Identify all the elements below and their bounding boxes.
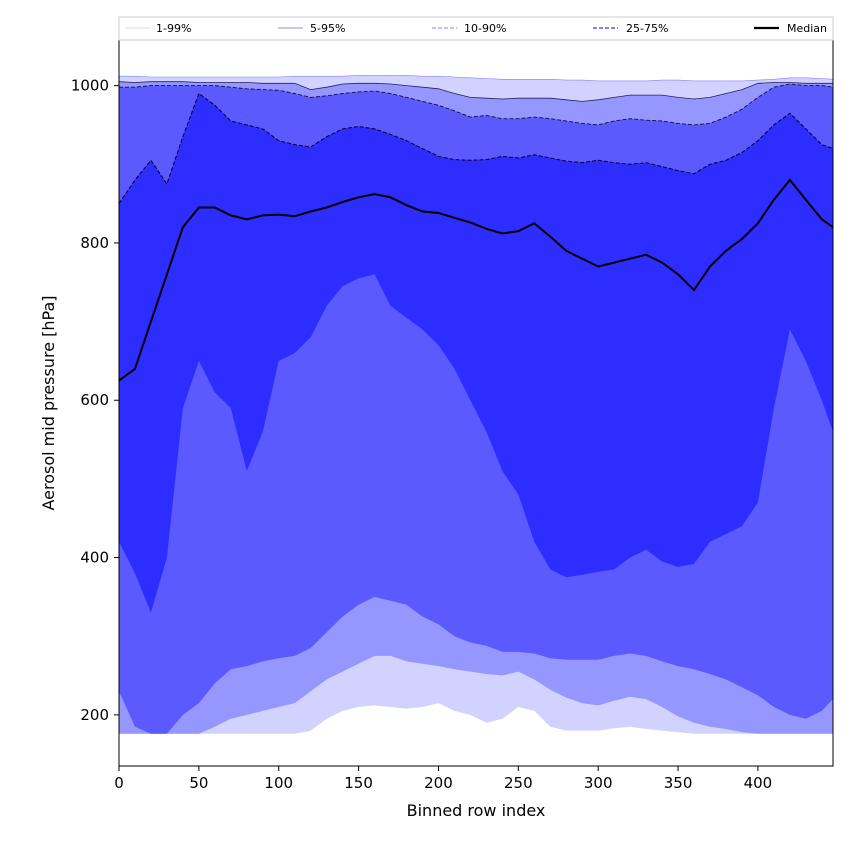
x-tick-label: 150 — [344, 774, 373, 792]
x-axis: 0 50 100 150 200 250 300 350 400 — [114, 766, 772, 792]
x-tick-label: 0 — [114, 774, 124, 792]
x-tick-label: 50 — [189, 774, 208, 792]
percentile-lines — [118, 75, 834, 382]
x-tick-label: 250 — [504, 774, 533, 792]
y-axis: 200 400 600 800 1000 — [71, 77, 119, 724]
line-median — [118, 178, 834, 382]
legend-frame — [118, 16, 834, 41]
legend-label: 25-75% — [626, 22, 668, 35]
x-axis-label: Binned row index — [407, 801, 546, 820]
x-tick-label: 100 — [264, 774, 293, 792]
y-tick-label: 800 — [80, 234, 109, 252]
legend: 1-99% 5-95% 10-90% 25-75% Median — [118, 16, 834, 41]
legend-items: 1-99% 5-95% 10-90% 25-75% Median — [125, 22, 827, 35]
y-tick-label: 600 — [80, 391, 109, 409]
y-axis-label: Aerosol mid pressure [hPa] — [39, 295, 58, 510]
line-25-75-upper — [118, 92, 834, 204]
y-tick-label: 400 — [80, 549, 109, 567]
y-tick-label: 1000 — [71, 77, 109, 95]
plot-area — [118, 39, 834, 767]
y-tick-label: 200 — [80, 706, 109, 724]
x-tick-label: 200 — [424, 774, 453, 792]
x-tick-label: 350 — [664, 774, 693, 792]
line-5-95-upper — [118, 81, 833, 102]
legend-label: Median — [787, 22, 827, 35]
percentile-bands — [119, 75, 833, 734]
line-10-90-upper — [119, 83, 834, 126]
line-1-99-upper — [119, 75, 834, 82]
x-tick-label: 300 — [584, 774, 613, 792]
x-tick-label: 400 — [744, 774, 773, 792]
legend-label: 10-90% — [464, 22, 506, 35]
legend-label: 5-95% — [310, 22, 345, 35]
band-25-75 — [119, 93, 833, 613]
legend-label: 1-99% — [156, 22, 191, 35]
